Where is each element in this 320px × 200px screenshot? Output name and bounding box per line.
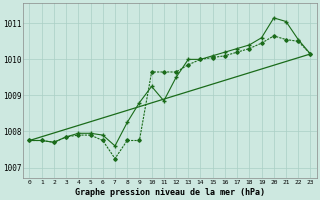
X-axis label: Graphe pression niveau de la mer (hPa): Graphe pression niveau de la mer (hPa) (75, 188, 265, 197)
